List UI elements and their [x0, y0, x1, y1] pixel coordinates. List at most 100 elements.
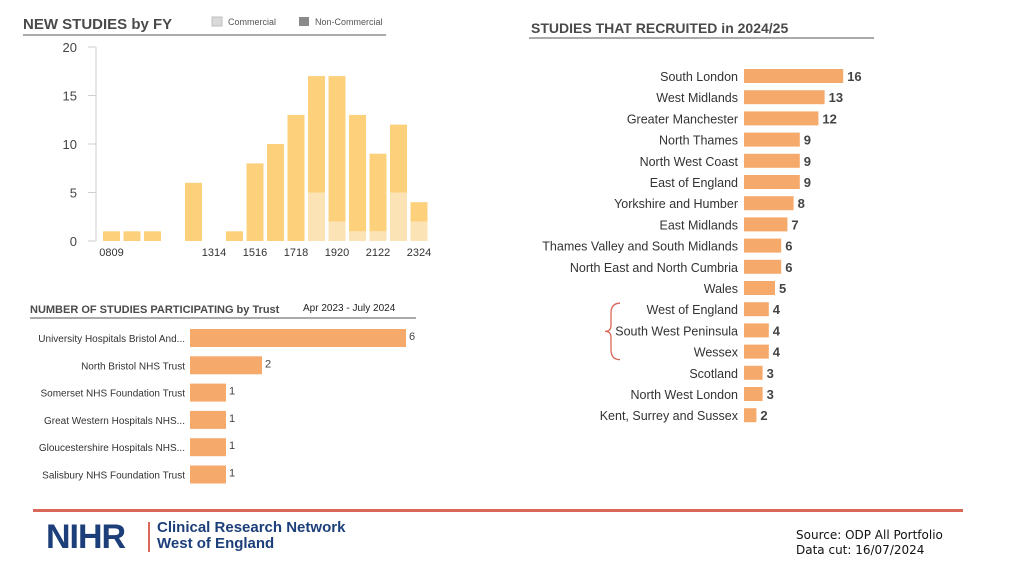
region-bar: [744, 387, 763, 401]
recruited-title: STUDIES THAT RECRUITED in 2024/25: [531, 20, 788, 36]
region-value-label: 2: [760, 408, 767, 423]
trust-subtitle: Apr 2023 - July 2024: [303, 303, 396, 314]
bar-commercial-2122: [369, 231, 387, 241]
trust-value-label: 1: [229, 468, 235, 480]
trust-label: Great Western Hospitals NHS...: [44, 416, 185, 427]
trust-label: North Bristol NHS Trust: [81, 361, 185, 372]
region-value-label: 3: [767, 387, 774, 402]
trust-bar: [190, 438, 226, 457]
region-bar: [744, 132, 800, 147]
legend-label-commercial: Commercial: [228, 17, 276, 27]
source-line: Source: ODP All Portfolio: [796, 528, 943, 542]
legend-label-non-commercial: Non-Commercial: [315, 17, 383, 27]
logo-separator: [148, 522, 150, 552]
region-label: West Midlands: [656, 91, 738, 105]
region-value-label: 4: [773, 302, 781, 317]
crn-logo-line2: West of England: [157, 535, 275, 552]
x-tick-label-1314: 1314: [202, 247, 226, 259]
region-value-label: 12: [822, 111, 836, 126]
y-tick-label: 10: [63, 137, 77, 152]
trust-title: NUMBER OF STUDIES PARTICIPATING by Trust: [30, 304, 280, 316]
region-bar: [744, 238, 782, 253]
region-bar: [744, 69, 844, 83]
bar-non-commercial-1415: [226, 231, 243, 241]
new-studies-title: NEW STUDIES by FY: [23, 16, 172, 33]
trust-bar: [190, 410, 226, 429]
footer-rule: [33, 509, 963, 512]
region-bar: [744, 408, 757, 423]
region-bar: [744, 365, 763, 380]
bar-non-commercial-1617: [267, 144, 284, 241]
region-value-label: 3: [767, 366, 774, 381]
region-bar: [744, 90, 825, 105]
trust-label: Gloucestershire Hospitals NHS...: [39, 443, 185, 454]
source-note: Source: ODP All Portfolio Data cut: 16/0…: [796, 528, 943, 558]
region-label: North Thames: [659, 134, 738, 148]
bar-commercial-2021: [349, 231, 366, 241]
bar-commercial-1819: [308, 192, 325, 241]
region-value-label: 6: [785, 239, 792, 254]
region-label: South West Peninsula: [615, 324, 738, 338]
region-label: Scotland: [689, 367, 738, 381]
legend-swatch-commercial: [211, 16, 223, 27]
bar-non-commercial-1819: [308, 76, 325, 193]
nihr-logo: NIHR: [46, 518, 126, 556]
trust-value-label: 1: [229, 413, 235, 425]
new-studies-axis: 0 5 10 15 20 0809 1314 1516 1718 1920 2122 2324: [63, 40, 432, 259]
region-label: East of England: [650, 176, 738, 190]
bar-non-commercial-1718: [287, 114, 305, 241]
bar-non-commercial-2122: [369, 153, 387, 232]
region-bar: [744, 111, 819, 126]
region-value-label: 13: [829, 90, 843, 105]
region-value-label: 9: [804, 154, 811, 169]
trust-bar: [190, 329, 406, 347]
region-value-label: 4: [773, 345, 781, 360]
region-label: South London: [660, 70, 738, 84]
x-tick-label-1920: 1920: [325, 247, 349, 259]
x-tick-label-2122: 2122: [366, 247, 390, 259]
region-label: Greater Manchester: [627, 112, 738, 126]
recruited-chart: STUDIES THAT RECRUITED in 2024/25 South …: [529, 20, 874, 423]
bar-commercial-2223: [390, 192, 407, 241]
y-tick-label: 5: [70, 186, 77, 201]
region-bar: [744, 302, 769, 317]
bar-non-commercial-1213: [185, 182, 202, 241]
region-label: Wessex: [694, 346, 739, 360]
trust-bar: [190, 383, 226, 402]
x-tick-label-0809: 0809: [99, 247, 123, 259]
trust-value-label: 2: [265, 358, 271, 370]
crn-logo-text: Clinical Research Network West of Englan…: [157, 520, 345, 552]
crn-logo-line1: Clinical Research Network: [157, 519, 346, 536]
region-value-label: 4: [773, 323, 781, 338]
region-bar: [744, 259, 782, 274]
region-label: Wales: [704, 282, 738, 296]
bar-non-commercial-0809: [103, 231, 120, 241]
new-studies-chart: NEW STUDIES by FY Commercial Non-Commerc…: [23, 16, 431, 259]
region-bar: [744, 323, 769, 338]
region-label: West of England: [647, 303, 739, 317]
region-label: Kent, Surrey and Sussex: [600, 409, 739, 423]
y-tick-label: 15: [63, 89, 77, 104]
region-bar: [744, 175, 800, 189]
region-label: North East and North Cumbria: [570, 261, 738, 275]
region-value-label: 9: [804, 133, 811, 148]
bar-commercial-1920: [328, 221, 346, 241]
data-cut-line: Data cut: 16/07/2024: [796, 543, 925, 557]
bar-non-commercial-1011: [144, 231, 161, 241]
region-label: North West London: [631, 388, 739, 402]
y-tick-label: 0: [70, 234, 77, 249]
trust-value-label: 1: [229, 386, 235, 398]
region-bar: [744, 196, 794, 211]
trust-value-label: 1: [229, 440, 235, 452]
trust-label: Somerset NHS Foundation Trust: [40, 389, 185, 400]
region-value-label: 6: [785, 260, 792, 275]
trust-bar: [190, 356, 262, 375]
group-bracket: [604, 302, 621, 361]
new-studies-bars: [103, 76, 428, 241]
x-tick-label-1718: 1718: [284, 247, 308, 259]
trust-label: Salisbury NHS Foundation Trust: [42, 471, 185, 482]
bar-non-commercial-1920: [328, 76, 346, 222]
trust-chart: NUMBER OF STUDIES PARTICIPATING by Trust…: [30, 303, 416, 484]
y-tick-label: 20: [63, 40, 77, 55]
trust-bars: University Hospitals Bristol And... 6 Nort…: [38, 329, 415, 484]
